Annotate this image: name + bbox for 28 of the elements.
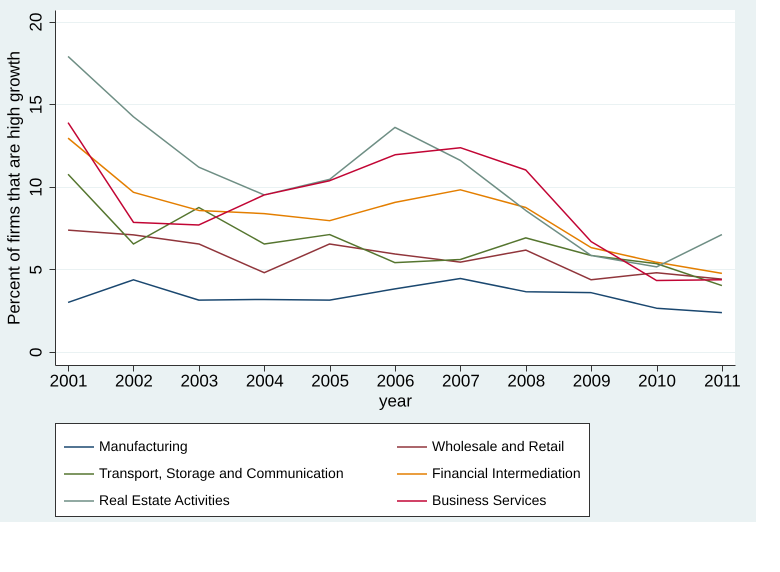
line-series — [67, 174, 723, 286]
legend-label: Manufacturing — [99, 438, 188, 454]
line-series — [67, 229, 723, 281]
x-tick-label: 2007 — [442, 372, 480, 390]
x-tick-label: 2001 — [50, 372, 88, 390]
line-series — [67, 56, 723, 268]
y-tick-label: 20 — [26, 12, 46, 32]
legend-label: Real Estate Activities — [99, 492, 230, 508]
legend-label: Business Services — [432, 492, 546, 508]
x-tick-label: 2008 — [507, 372, 546, 390]
x-axis-title: year — [378, 392, 412, 410]
y-axis-title: Percent of firms that are high growth — [4, 50, 24, 326]
x-tick-label: 2002 — [115, 372, 153, 390]
y-tick-label: 0 — [26, 348, 46, 358]
y-tick-label: 15 — [26, 95, 46, 114]
legend-label: Transport, Storage and Communication — [99, 465, 344, 481]
y-tick-label: 5 — [26, 265, 46, 274]
x-tick-label: 2005 — [311, 372, 350, 390]
legend-label: Financial Intermediation — [432, 465, 581, 481]
x-tick-label: 2011 — [704, 372, 741, 390]
x-tick-label: 2004 — [246, 372, 284, 390]
y-tick-label: 10 — [26, 178, 46, 197]
x-tick-label: 2003 — [180, 372, 218, 390]
x-tick-label: 2010 — [638, 372, 676, 390]
x-tick-label: 2006 — [376, 372, 414, 390]
line-series — [67, 278, 723, 314]
x-tick-label: 2009 — [572, 372, 611, 390]
legend-label: Wholesale and Retail — [432, 438, 564, 454]
